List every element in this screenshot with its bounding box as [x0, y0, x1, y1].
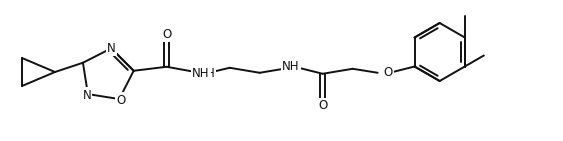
Text: O: O — [117, 94, 126, 107]
Text: N: N — [83, 89, 91, 102]
Text: NH: NH — [192, 67, 209, 80]
Text: O: O — [162, 28, 171, 41]
Text: N: N — [195, 67, 204, 80]
Text: NH: NH — [282, 60, 300, 73]
Text: O: O — [383, 66, 393, 79]
Text: O: O — [318, 99, 327, 112]
Text: H: H — [205, 67, 215, 80]
Text: N: N — [107, 42, 115, 55]
